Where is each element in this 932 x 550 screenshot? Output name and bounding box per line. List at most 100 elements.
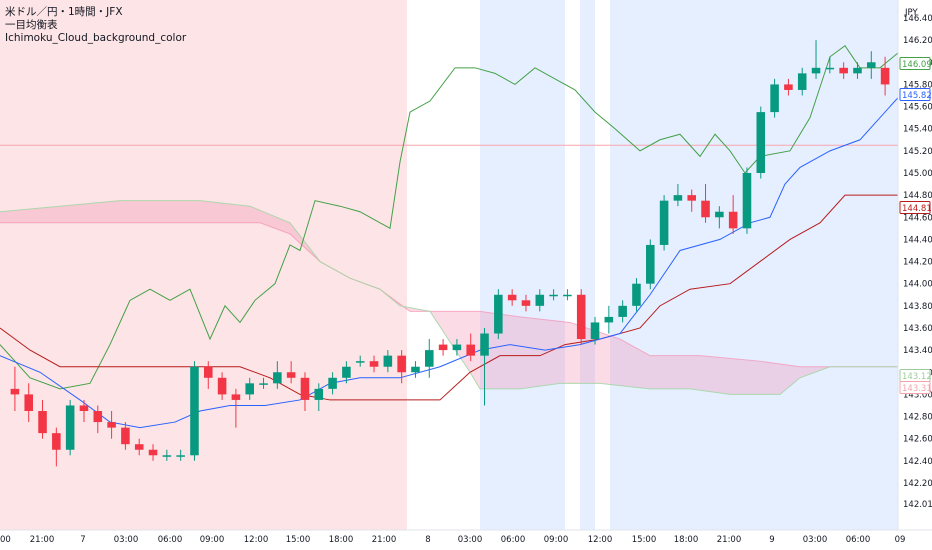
time-tick-label: 21:00 bbox=[372, 535, 397, 545]
candle-body bbox=[728, 211, 738, 229]
candle-body bbox=[383, 355, 393, 367]
price-tick-label: 144.200 bbox=[903, 258, 932, 268]
time-tick-label: 21:00 bbox=[30, 535, 55, 545]
candle-body bbox=[480, 333, 489, 356]
price-tick-label: 143.400 bbox=[903, 346, 932, 356]
candle-body bbox=[715, 211, 724, 218]
candle bbox=[328, 372, 337, 395]
price-tag-box bbox=[899, 381, 931, 394]
candle bbox=[369, 355, 379, 373]
script-title[interactable]: Ichimoku_Cloud_background_color bbox=[5, 32, 187, 44]
candle-body bbox=[328, 377, 337, 389]
candle bbox=[162, 449, 172, 461]
price-axis[interactable]: JPY146.400146.200146.000145.800145.60014… bbox=[897, 0, 932, 550]
candle-body bbox=[756, 112, 766, 173]
price-tick-label: 145.000 bbox=[903, 169, 932, 179]
candle bbox=[563, 289, 572, 301]
time-tick-label: 03:00 bbox=[458, 535, 483, 545]
price-tick-label: 145.400 bbox=[903, 125, 932, 135]
price-tick-label: 143.000 bbox=[903, 390, 932, 400]
candle bbox=[480, 327, 489, 406]
senkou-span-a bbox=[0, 222, 900, 368]
price-tick-label: 143.800 bbox=[903, 302, 932, 312]
ichimoku-lines bbox=[0, 44, 901, 429]
candle-body bbox=[701, 200, 710, 218]
time-axis[interactable]: 00 21:00 7 03:00 06:00 09:00 12:00 15:00 18:00 21… bbox=[0, 529, 932, 550]
price-tick-label: 142.200 bbox=[903, 479, 932, 489]
price-tick-label: 144.000 bbox=[903, 280, 932, 290]
background-zones bbox=[0, 0, 898, 530]
price-tag-box bbox=[899, 57, 931, 70]
time-tick-label: 03:00 bbox=[803, 535, 828, 545]
candle bbox=[618, 300, 627, 323]
candle bbox=[549, 289, 558, 301]
candle-body bbox=[811, 67, 821, 74]
indicator-title[interactable]: 一目均衡表 bbox=[5, 19, 58, 31]
candle-body bbox=[300, 377, 310, 400]
candle bbox=[825, 56, 835, 74]
candle-body bbox=[494, 294, 503, 334]
bg-zone-bear bbox=[0, 0, 407, 530]
candle bbox=[93, 405, 103, 434]
candle-body bbox=[355, 361, 365, 363]
candle-body bbox=[259, 383, 268, 385]
time-tick-label: 09 bbox=[895, 535, 906, 545]
time-tick-label: 09:00 bbox=[544, 535, 569, 545]
candle-body bbox=[369, 361, 379, 367]
candle-body bbox=[452, 344, 462, 351]
candle bbox=[645, 239, 655, 290]
candle-body bbox=[866, 62, 876, 68]
bg-zone-bull bbox=[480, 0, 565, 530]
bg-zone-bull bbox=[610, 0, 898, 530]
time-tick-label: 12:00 bbox=[588, 535, 613, 545]
price-tag-tenkan: 145.822 bbox=[899, 88, 932, 101]
candle bbox=[134, 438, 144, 456]
price-tag-cloud_bear: 143.315 bbox=[899, 381, 932, 394]
candle bbox=[452, 339, 462, 356]
candle-body bbox=[535, 294, 545, 306]
candle bbox=[38, 399, 47, 439]
candle-body bbox=[286, 372, 296, 378]
price-tick-label: 143.600 bbox=[903, 324, 932, 334]
price-tick-label: 145.200 bbox=[903, 147, 932, 157]
candle bbox=[756, 106, 766, 179]
candle bbox=[383, 350, 393, 373]
price-tick-label: 146.200 bbox=[903, 36, 932, 46]
candle bbox=[286, 361, 296, 384]
candle bbox=[52, 427, 61, 467]
candle bbox=[24, 383, 34, 423]
time-tick-label: 06:00 bbox=[501, 535, 526, 545]
candle bbox=[839, 62, 848, 79]
currency-label: JPY bbox=[904, 8, 918, 18]
price-tag-cloud_bull: 143.120 bbox=[899, 369, 932, 382]
price-tag-label: 144.812 bbox=[902, 204, 932, 214]
candle-body bbox=[659, 200, 669, 245]
time-tick-label: 8 bbox=[425, 535, 430, 545]
candle bbox=[604, 305, 614, 334]
candle-body bbox=[38, 411, 47, 434]
time-tick-label: 21:00 bbox=[717, 535, 742, 545]
candle bbox=[576, 289, 586, 345]
candle-body bbox=[245, 383, 255, 395]
candle bbox=[259, 377, 268, 389]
candle-body bbox=[563, 294, 572, 297]
chart-legend: 米ドル／円・1時間・JFX 一目均衡表 Ichimoku_Cloud_backg… bbox=[5, 6, 186, 45]
candle bbox=[673, 184, 683, 207]
time-tick-label: 00 bbox=[0, 535, 11, 545]
time-tick-label: 09:00 bbox=[200, 535, 225, 545]
candle-body bbox=[590, 322, 600, 340]
candle bbox=[314, 383, 324, 412]
candle-body bbox=[93, 411, 103, 423]
candle bbox=[715, 206, 724, 229]
price-tag-label: 143.315 bbox=[902, 384, 932, 394]
time-tick-label: 18:00 bbox=[674, 535, 699, 545]
symbol-title[interactable]: 米ドル／円・1時間・JFX bbox=[5, 6, 123, 18]
price-tick-label: 144.600 bbox=[903, 213, 932, 223]
candle-body bbox=[576, 294, 586, 340]
candle-body bbox=[203, 366, 213, 378]
price-tags: 146.093 145.822 144.812 143.120 143.315 bbox=[899, 57, 932, 394]
price-tag-kijun: 144.812 bbox=[899, 201, 932, 214]
candle-body bbox=[466, 344, 476, 356]
